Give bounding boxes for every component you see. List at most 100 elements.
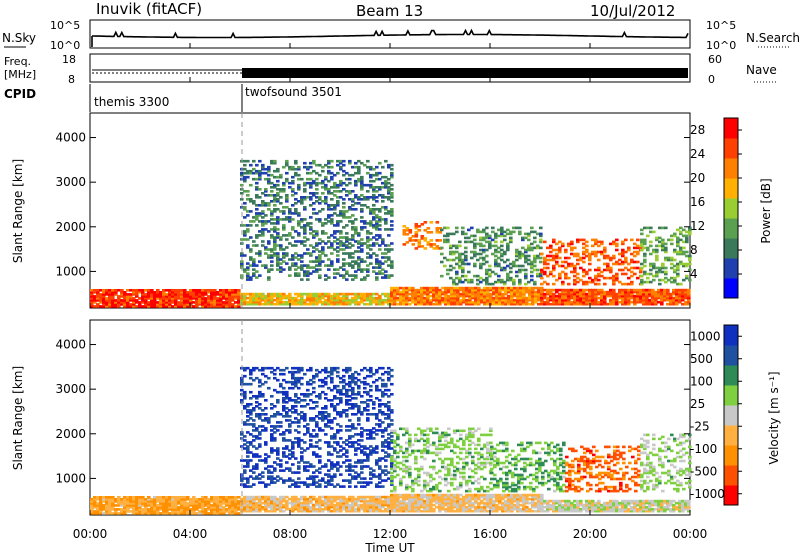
heatmap-cell <box>243 296 247 300</box>
heatmap-cell <box>507 302 511 306</box>
heatmap-cell <box>249 501 253 505</box>
heatmap-cell <box>261 220 265 223</box>
heatmap-cell <box>450 493 454 497</box>
heatmap-cell <box>375 226 379 229</box>
heatmap-cell <box>186 498 190 501</box>
heatmap-cell <box>524 274 528 278</box>
heatmap-cell <box>530 226 534 230</box>
heatmap-cell <box>297 258 301 261</box>
heatmap-cell <box>210 506 214 509</box>
heatmap-cell <box>222 506 226 509</box>
heatmap-cell <box>129 496 133 499</box>
heatmap-cell <box>243 238 247 241</box>
heatmap-cell <box>96 289 100 292</box>
heatmap-cell <box>633 290 637 294</box>
heatmap-cell <box>486 292 490 296</box>
heatmap-cell <box>570 290 574 294</box>
heatmap-cell <box>636 244 640 248</box>
heatmap-cell <box>539 272 543 276</box>
heatmap-cell <box>537 292 541 296</box>
heatmap-cell <box>420 503 424 507</box>
heatmap-cell <box>624 300 628 304</box>
heatmap-cell <box>447 300 451 304</box>
heatmap-cell <box>664 272 668 276</box>
heatmap-cell <box>522 507 526 511</box>
heatmap-cell <box>240 479 244 482</box>
heatmap-cell <box>318 250 322 253</box>
heatmap-cell <box>588 499 592 503</box>
heatmap-cell <box>387 302 391 306</box>
heatmap-cell <box>684 507 688 511</box>
heatmap-cell <box>636 292 640 296</box>
heatmap-cell <box>375 171 379 175</box>
heatmap-cell <box>450 288 454 292</box>
heatmap-cell <box>288 292 292 296</box>
heatmap-cell <box>540 493 544 497</box>
heatmap-cell <box>267 248 271 251</box>
freq-left-tick-top: 18 <box>62 53 76 66</box>
heatmap-cell <box>438 292 442 296</box>
heatmap-cell <box>585 282 589 286</box>
heatmap-cell <box>363 292 367 296</box>
heatmap-cell <box>273 298 277 302</box>
heatmap-cell <box>660 505 664 509</box>
heatmap-cell <box>348 159 352 163</box>
heatmap-cell <box>462 296 466 300</box>
heatmap-cell <box>660 503 664 507</box>
heatmap-cell <box>111 297 115 300</box>
heatmap-cell <box>264 294 268 298</box>
heatmap-cell <box>390 266 394 269</box>
heatmap-cell <box>375 234 379 237</box>
heatmap-cell <box>267 194 271 197</box>
heatmap-cell <box>509 230 513 234</box>
heatmap-cell <box>318 198 322 201</box>
heatmap-cell <box>363 183 367 187</box>
heatmap-cell <box>621 290 625 294</box>
heatmap-cell <box>369 509 373 513</box>
heatmap-cell <box>237 289 241 292</box>
heatmap-cell <box>473 238 477 242</box>
heatmap-cell <box>363 242 367 245</box>
heatmap-cell <box>273 226 277 229</box>
heatmap-cell <box>288 234 292 237</box>
heatmap-cell <box>177 510 181 513</box>
heatmap-cell <box>597 509 601 513</box>
heatmap-cell <box>594 238 598 242</box>
heatmap-cell <box>357 256 361 259</box>
heatmap-cell <box>649 240 653 244</box>
heatmap-cell <box>630 505 634 509</box>
heatmap-cell <box>497 228 501 232</box>
heatmap-cell <box>177 500 181 503</box>
heatmap-cell <box>156 510 160 513</box>
heatmap-cell <box>530 242 534 246</box>
heatmap-cell <box>195 295 199 298</box>
heatmap-cell <box>681 290 685 294</box>
heatmap-cell <box>267 495 271 499</box>
heatmap-cell <box>381 292 385 296</box>
heatmap-cell <box>294 167 298 171</box>
heatmap-cell <box>207 305 211 308</box>
heatmap-cell <box>321 165 325 169</box>
heatmap-cell <box>432 302 436 306</box>
colorbar-tick-label: 28 <box>690 123 705 137</box>
heatmap-cell <box>369 175 373 179</box>
heatmap-cell <box>291 167 295 171</box>
heatmap-cell <box>661 270 665 274</box>
heatmap-cell <box>609 499 613 503</box>
heatmap-cell <box>291 503 295 507</box>
heatmap-cell <box>435 495 439 499</box>
heatmap-cell <box>492 507 496 511</box>
heatmap-cell <box>234 291 238 294</box>
heatmap-cell <box>417 245 422 248</box>
heatmap-cell <box>324 505 328 509</box>
heatmap-cell <box>351 214 355 217</box>
heatmap-cell <box>306 509 310 513</box>
heatmap-cell <box>432 286 436 290</box>
heatmap-cell <box>417 225 422 228</box>
heatmap-cell <box>676 272 680 276</box>
heatmap-cell <box>503 282 507 286</box>
heatmap-cell <box>564 272 568 276</box>
heatmap-cell <box>480 501 484 505</box>
heatmap-cell <box>450 298 454 302</box>
heatmap-cell <box>558 294 562 298</box>
